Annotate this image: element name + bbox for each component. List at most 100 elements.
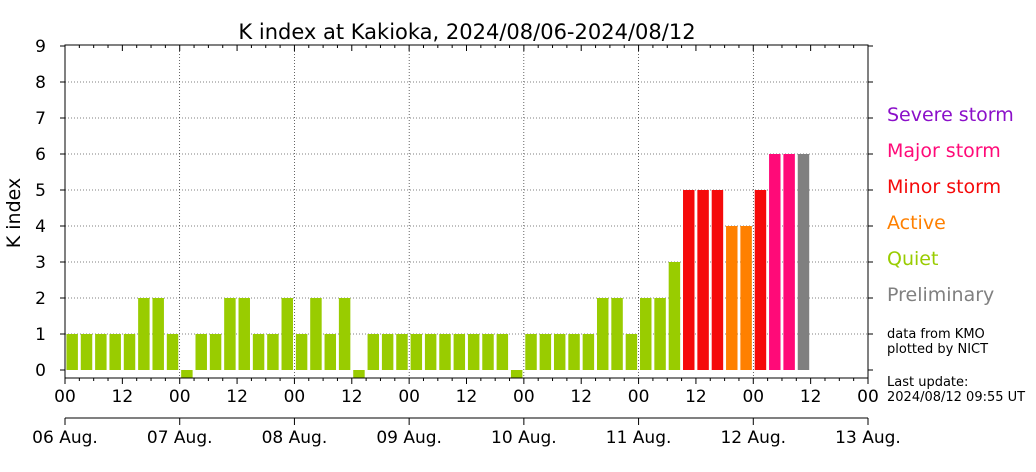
k-bar	[797, 154, 810, 370]
k-bar	[396, 334, 408, 370]
k-bar	[353, 370, 365, 378]
k-bar	[181, 370, 193, 378]
legend-severe-storm: Severe storm	[887, 104, 1014, 126]
k-bar	[80, 334, 93, 370]
k-bar	[553, 334, 566, 370]
hour-tick-label: 12	[570, 387, 592, 407]
y-tick-label: 2	[35, 289, 46, 309]
k-bar	[625, 334, 638, 370]
k-bar	[66, 334, 78, 370]
k-bar	[224, 298, 236, 370]
last-update-value: 2024/08/12 09:55 UT	[887, 390, 1026, 405]
day-tick-label: 07 Aug.	[147, 428, 213, 448]
k-bar	[769, 154, 781, 370]
k-bar	[195, 334, 207, 370]
k-bar	[683, 190, 695, 370]
hour-tick-label: 12	[685, 387, 707, 407]
k-bar	[482, 334, 494, 370]
hour-tick-label: 12	[456, 387, 478, 407]
day-tick-label: 06 Aug.	[32, 428, 98, 448]
k-bar	[95, 334, 107, 370]
y-tick-label: 9	[35, 37, 46, 57]
legend-active: Active	[887, 212, 946, 234]
k-bar	[439, 334, 451, 370]
k-bar	[252, 334, 265, 370]
k-bar	[281, 298, 293, 370]
y-tick-label: 0	[35, 361, 46, 381]
y-tick-label: 6	[35, 145, 46, 165]
day-tick-label: 08 Aug.	[262, 428, 328, 448]
y-tick-label: 8	[35, 73, 46, 93]
k-bar	[295, 334, 308, 370]
day-tick-label: 09 Aug.	[376, 428, 442, 448]
legend-major-storm: Major storm	[887, 140, 1001, 162]
k-bar	[539, 334, 552, 370]
k-bar	[640, 298, 652, 370]
hour-tick-label: 00	[169, 387, 191, 407]
y-tick-labels: 0 1 2 3 4 5 6 7 8 9	[35, 37, 46, 381]
legend-preliminary: Preliminary	[887, 284, 995, 306]
k-bar	[410, 334, 423, 370]
hour-tick-labels: 00 12 00 12 00 12 00 12 00 12 00 12 00 12 00	[54, 387, 879, 407]
k-bar	[496, 334, 509, 370]
hour-tick-label: 12	[112, 387, 134, 407]
k-bar	[367, 334, 380, 370]
hour-tick-label: 00	[628, 387, 650, 407]
k-bar	[109, 334, 121, 370]
legend-minor-storm: Minor storm	[887, 176, 1002, 198]
k-bar	[611, 298, 623, 370]
k-bar	[209, 334, 222, 370]
k-bar	[654, 298, 666, 370]
y-tick-label: 7	[35, 109, 46, 129]
day-tick-labels: 06 Aug. 07 Aug. 08 Aug. 09 Aug. 10 Aug. 11 Au…	[32, 428, 901, 448]
k-bar	[138, 298, 150, 370]
k-bar	[166, 334, 179, 370]
y-tick-label: 4	[35, 217, 46, 237]
k-bar	[726, 226, 738, 370]
k-bar	[467, 334, 480, 370]
k-bar	[424, 334, 437, 370]
k-bar	[525, 334, 537, 370]
hour-tick-label: 00	[398, 387, 420, 407]
hour-tick-label: 00	[54, 387, 76, 407]
y-tick-label: 1	[35, 325, 46, 345]
k-bar	[754, 190, 767, 370]
chart-title: K index at Kakioka, 2024/08/06-2024/08/1…	[238, 20, 695, 44]
y-tick-label: 3	[35, 253, 46, 273]
last-update-label: Last update:	[887, 375, 969, 390]
legend-quiet: Quiet	[887, 248, 939, 270]
k-bar	[324, 334, 337, 370]
k-bar	[267, 334, 279, 370]
k-bar	[310, 298, 322, 370]
hour-tick-label: 00	[857, 387, 879, 407]
k-bar	[152, 298, 164, 370]
k-bar	[697, 190, 709, 370]
data-source-note: data from KMO	[887, 327, 985, 342]
hour-tick-label: 00	[742, 387, 764, 407]
k-bar	[740, 226, 752, 370]
k-bar	[238, 298, 250, 370]
axis-ticks	[60, 45, 873, 425]
plotted-by-note: plotted by NICT	[887, 342, 989, 357]
k-bar	[453, 334, 466, 370]
day-tick-label: 10 Aug.	[491, 428, 557, 448]
hour-tick-label: 12	[341, 387, 363, 407]
k-bar	[338, 298, 351, 370]
hour-tick-label: 00	[513, 387, 535, 407]
y-axis-label: K index	[3, 178, 25, 248]
hour-tick-label: 00	[284, 387, 306, 407]
k-bar	[510, 370, 523, 378]
k-bar	[582, 334, 595, 370]
bar-series	[66, 154, 810, 378]
k-bar	[711, 190, 724, 370]
k-bar	[381, 334, 394, 370]
k-bar	[783, 154, 795, 370]
hour-tick-label: 12	[800, 387, 822, 407]
day-tick-label: 12 Aug.	[720, 428, 786, 448]
hour-tick-label: 12	[226, 387, 248, 407]
day-tick-label: 13 Aug.	[835, 428, 901, 448]
k-bar	[596, 298, 609, 370]
k-bar	[568, 334, 580, 370]
y-tick-label: 5	[35, 181, 46, 201]
